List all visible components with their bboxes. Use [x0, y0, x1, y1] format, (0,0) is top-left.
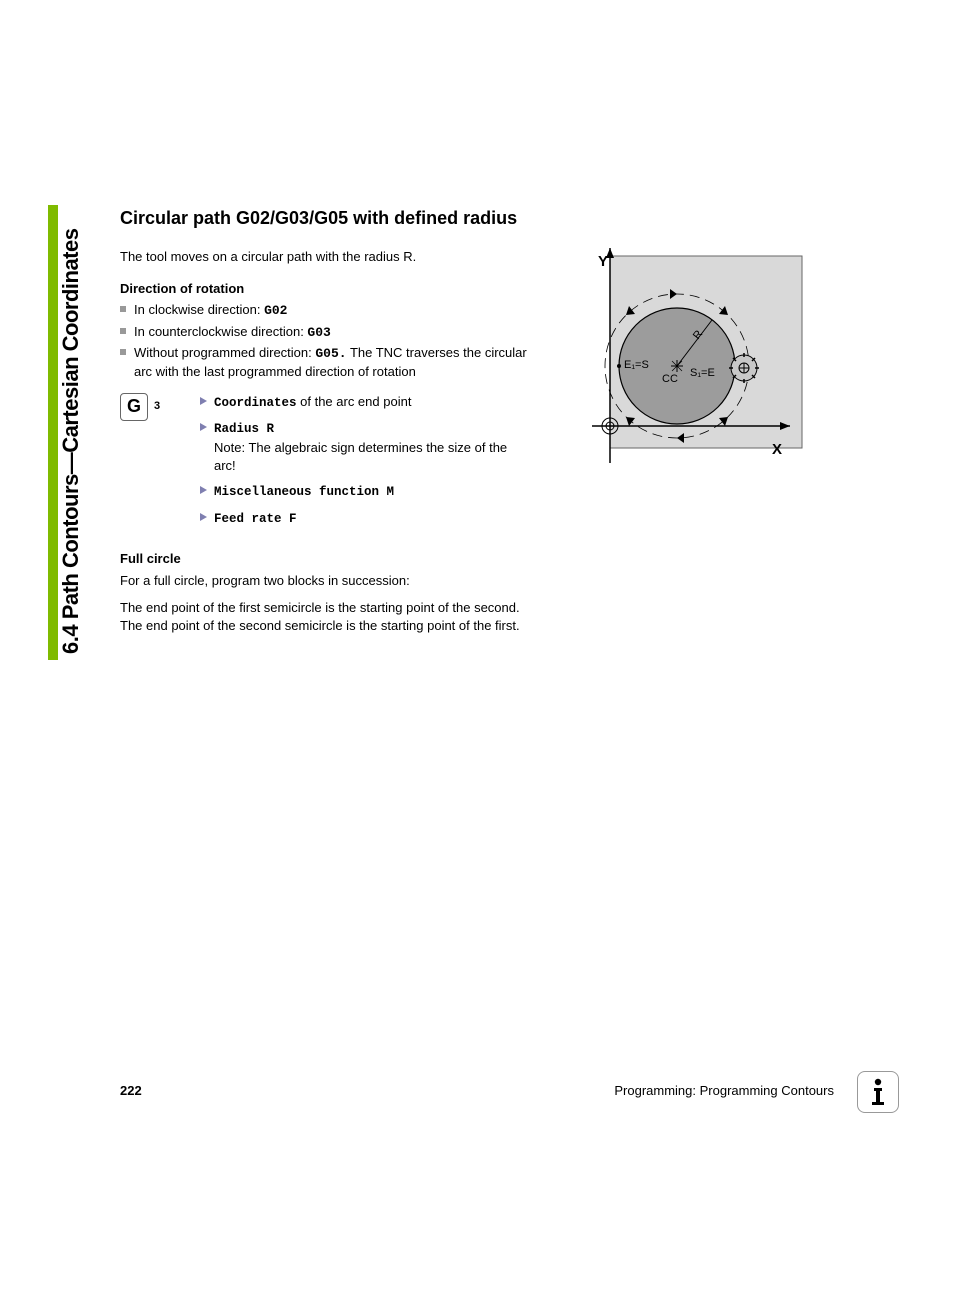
diagram: Y X R E₁=S CC S₁=E [562, 248, 810, 478]
list-code: G05. [315, 346, 346, 361]
g-key-icon: G [120, 393, 148, 421]
direction-heading: Direction of rotation [120, 280, 530, 298]
intro-text: The tool moves on a circular path with t… [120, 248, 530, 266]
list-item: Without programmed direction: G05. The T… [120, 344, 530, 380]
param-item: Coordinates of the arc end point [200, 393, 530, 412]
list-item: In clockwise direction: G02 [120, 301, 530, 320]
direction-list: In clockwise direction: G02 In countercl… [120, 301, 530, 380]
full-circle-block: Full circle For a full circle, program t… [120, 550, 530, 634]
g-icon-wrap: G 3 [120, 393, 200, 421]
param-item: Feed rate F [200, 509, 530, 528]
param-list: Coordinates of the arc end point Radius … [200, 393, 530, 537]
list-prefix: In counterclockwise direction: [134, 324, 307, 339]
list-code: G02 [264, 303, 287, 318]
param-label: Miscellaneous function M [214, 485, 394, 499]
g-sup: 3 [154, 399, 160, 414]
y-axis-label: Y [598, 253, 608, 270]
param-note: Note: The algebraic sign determines the … [214, 439, 530, 474]
param-item: Radius R Note: The algebraic sign determ… [200, 419, 530, 474]
param-label: Radius R [214, 422, 274, 436]
x-axis-label: X [772, 441, 782, 458]
param-text: of the arc end point [297, 394, 412, 409]
list-prefix: In clockwise direction: [134, 302, 264, 317]
list-code: G03 [307, 325, 330, 340]
diagram-e1-label: E₁=S [624, 359, 649, 371]
side-tab-text: 6.4 Path Contours—Cartesian Coordinates [58, 205, 88, 660]
page-footer: 222 Programming: Programming Contours [0, 1083, 954, 1098]
full-circle-heading: Full circle [120, 550, 530, 568]
param-label: Feed rate F [214, 512, 297, 526]
full-circle-p1: For a full circle, program two blocks in… [120, 572, 530, 590]
footer-chapter: Programming: Programming Contours [614, 1083, 834, 1098]
side-tab-accent [48, 205, 58, 660]
list-prefix: Without programmed direction: [134, 345, 315, 360]
diagram-cc-label: CC [662, 373, 678, 385]
diagram-s1-label: S₁=E [690, 367, 715, 379]
main-content: Circular path G02/G03/G05 with defined r… [120, 206, 530, 634]
page-number: 222 [120, 1083, 142, 1098]
section-heading: Circular path G02/G03/G05 with defined r… [120, 206, 530, 230]
side-tab: 6.4 Path Contours—Cartesian Coordinates [48, 205, 80, 660]
param-label: Coordinates [214, 396, 297, 410]
full-circle-p2: The end point of the first semicircle is… [120, 599, 530, 634]
list-item: In counterclockwise direction: G03 [120, 323, 530, 342]
info-icon [857, 1071, 899, 1113]
param-item: Miscellaneous function M [200, 482, 530, 501]
g-param-row: G 3 Coordinates of the arc end point Rad… [120, 393, 530, 537]
